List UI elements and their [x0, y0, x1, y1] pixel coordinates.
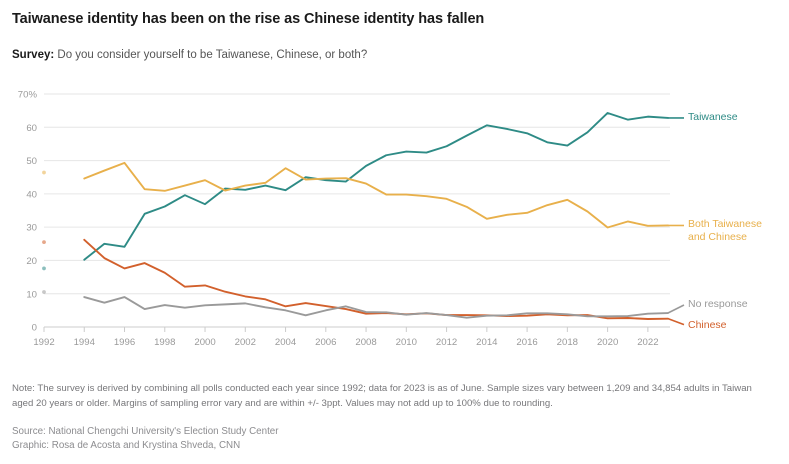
x-axis-tick-label: 1994: [74, 337, 96, 348]
x-axis-tick-label: 2004: [275, 337, 297, 348]
x-axis-tick-label: 1992: [33, 337, 54, 348]
x-axis-tick-label: 2012: [436, 337, 457, 348]
x-axis-tick-label: 1998: [154, 337, 175, 348]
y-axis-tick-label: 60: [26, 123, 37, 134]
legend-label-both: Both Taiwanese and Chinese: [688, 218, 762, 243]
y-axis-tick-label: 40: [26, 189, 37, 200]
series-line: [83, 161, 669, 229]
series-line: [83, 296, 669, 319]
legend-label-chinese: Chinese: [688, 318, 727, 331]
chart-subtitle: Survey: Do you consider yourself to be T…: [12, 48, 712, 63]
page-title: Taiwanese identity has been on the rise …: [12, 11, 485, 27]
x-axis-tick-label: 2018: [557, 337, 578, 348]
subtitle-question: Do you consider yourself to be Taiwanese…: [54, 49, 368, 61]
chart-credits: Source: National Chengchi University's E…: [12, 425, 612, 453]
x-axis-tick-label: 2008: [355, 337, 376, 348]
source-line: Source: National Chengchi University's E…: [12, 426, 279, 437]
x-axis-tick-label: 2020: [597, 337, 618, 348]
data-point: [42, 240, 46, 245]
series-line: [83, 238, 669, 320]
legend-both-line2: and Chinese: [688, 230, 747, 243]
chart-container: 0 10 20 30 40 50 60 70% 1992 1994 1996 1998 2000 2002…: [0, 80, 789, 365]
series-line: [83, 112, 669, 261]
x-axis-tick-label: 2010: [396, 337, 417, 348]
x-axis-tick-label: 2016: [516, 337, 537, 348]
x-axis-tick-label: 2014: [476, 337, 498, 348]
legend-label-no-response: No response: [688, 298, 748, 311]
x-axis-tick-label: 2006: [315, 337, 336, 348]
legend-label-taiwanese: Taiwanese: [688, 110, 738, 123]
x-axis-tick-label: 2000: [194, 337, 215, 348]
subtitle-label: Survey:: [12, 49, 55, 61]
legend-both-line1: Both Taiwanese: [688, 218, 762, 231]
legend-connector: [667, 317, 685, 326]
y-axis-tick-label: 70%: [18, 90, 38, 101]
data-point: [42, 290, 46, 294]
x-axis-tick-label: 2022: [637, 337, 658, 348]
y-axis-tick-label: 0: [32, 323, 37, 334]
line-chart: 0 10 20 30 40 50 60 70% 1992 1994 1996 1998 2000 2002…: [18, 90, 685, 348]
x-axis-tick-label: 1996: [114, 337, 135, 348]
y-axis-tick-label: 10: [26, 289, 37, 300]
graphic-credit-line: Graphic: Rosa de Acosta and Krystina Shv…: [12, 440, 241, 451]
y-axis-tick-label: 30: [26, 223, 37, 234]
chart-note: Note: The survey is derived by combining…: [12, 383, 752, 409]
data-point: [42, 170, 46, 175]
data-point: [42, 266, 46, 271]
x-axis-tick-label: 2002: [235, 337, 256, 348]
y-axis-tick-label: 50: [26, 156, 37, 167]
legend-connector: [667, 304, 685, 314]
y-axis-tick-label: 20: [26, 256, 37, 267]
